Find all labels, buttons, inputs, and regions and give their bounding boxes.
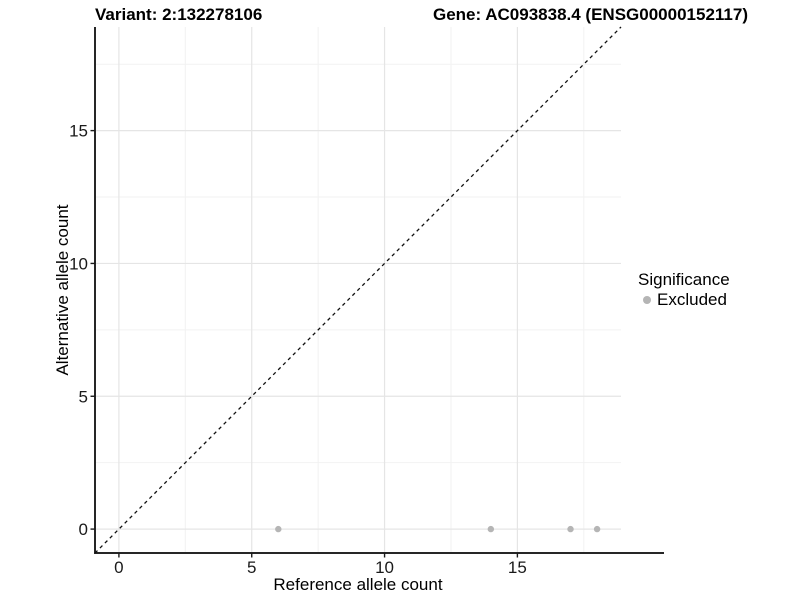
plot-titles: Variant: 2:132278106 Gene: AC093838.4 (E… bbox=[95, 5, 748, 25]
y-tick-label: 0 bbox=[79, 520, 88, 539]
data-point bbox=[567, 525, 574, 533]
variant-title: Variant: 2:132278106 bbox=[95, 5, 263, 24]
y-tick-label: 5 bbox=[79, 387, 88, 406]
identity-reference-line bbox=[94, 26, 622, 554]
data-point bbox=[275, 525, 282, 533]
gene-title: Gene: AC093838.4 (ENSG00000152117) bbox=[432, 5, 748, 24]
y-tick-label: 10 bbox=[69, 254, 88, 273]
legend-title: Significance bbox=[638, 270, 730, 289]
y-tick-label: 15 bbox=[69, 122, 88, 141]
legend: Significance Excluded bbox=[638, 270, 730, 310]
x-tick-label: 15 bbox=[508, 558, 527, 577]
x-tick-label: 0 bbox=[114, 558, 123, 577]
excluded-point-icon bbox=[643, 296, 651, 304]
x-axis-label: Reference allele count bbox=[273, 575, 443, 594]
x-tick-label: 5 bbox=[247, 558, 256, 577]
legend-item-excluded: Excluded bbox=[638, 290, 730, 310]
y-axis-label: Alternative allele count bbox=[53, 204, 72, 376]
x-tick-label: 10 bbox=[375, 558, 394, 577]
legend-item-label: Excluded bbox=[657, 290, 727, 309]
data-point bbox=[593, 525, 601, 533]
data-point bbox=[487, 525, 495, 533]
